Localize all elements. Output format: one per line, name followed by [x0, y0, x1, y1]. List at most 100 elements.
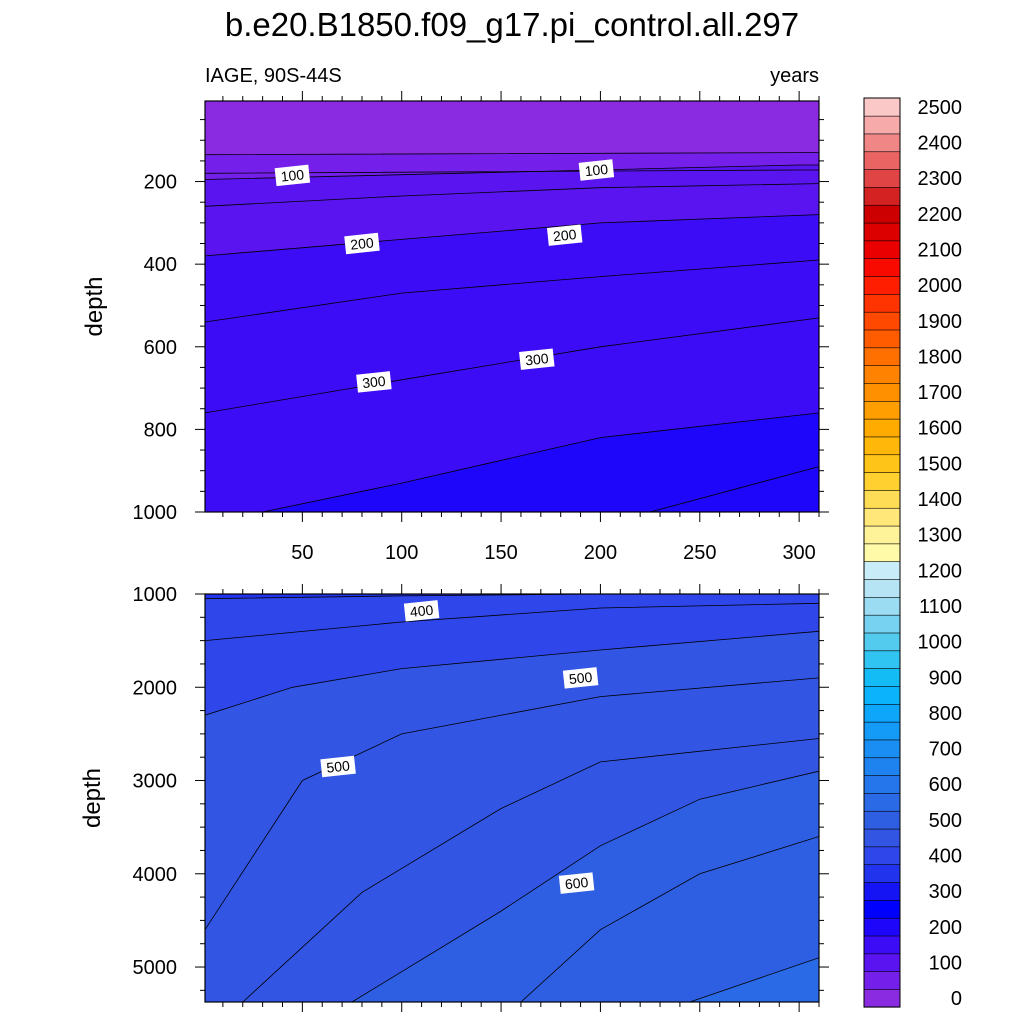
colorbar-segment	[863, 650, 901, 669]
colorbar-segment	[863, 543, 901, 563]
colorbar-label: 300	[929, 881, 962, 903]
contour-line	[205, 164, 819, 180]
colorbar-segment	[863, 293, 901, 313]
colorbar-label: 1500	[918, 453, 963, 475]
contour-label: 400	[403, 600, 440, 622]
contour-label: 300	[519, 348, 555, 370]
colorbar-label: 2400	[918, 133, 963, 155]
colorbar-label: 1300	[918, 525, 963, 547]
colorbar-segment	[863, 846, 901, 866]
contour-line	[262, 412, 819, 512]
colorbar-label: 600	[929, 774, 962, 796]
colorbar-label: 1700	[918, 382, 963, 404]
colorbar-segment	[863, 418, 901, 438]
colorbar-segment	[863, 258, 901, 277]
colorbar-frame	[863, 97, 901, 1008]
contour-line	[689, 957, 819, 1002]
contour-area: 100 100 200 200 300 300	[205, 101, 819, 512]
contour-line	[205, 183, 819, 207]
y-tick-label: 5000	[133, 957, 178, 979]
contour-label-text: 300	[524, 350, 549, 368]
x-tick-label: 100	[385, 542, 418, 564]
colorbar-segment	[863, 864, 901, 883]
contour-label: 200	[546, 224, 583, 246]
x-tick-label: 50	[291, 542, 313, 564]
colorbar-segment	[863, 97, 901, 117]
colorbar-segment	[863, 275, 901, 295]
panel-lower: 400 500 500 600 1000 2000 3000 4000 5000 depth	[79, 584, 829, 1012]
contour-label: 100	[274, 164, 311, 187]
contour-label-text: 100	[280, 166, 305, 184]
contour-label: 600	[558, 872, 595, 894]
colorbar-segment	[863, 329, 901, 349]
colorbar: 0 100 200 300 400 500 600 700 800 900 1000 1100 1200…	[863, 97, 963, 1010]
y-tick-label: 1000	[133, 502, 178, 524]
contour-label: 500	[320, 755, 356, 778]
colorbar-segment	[863, 436, 901, 456]
chart-title: b.e20.B1850.f09_g17.pi_control.all.297	[225, 6, 799, 43]
colorbar-label: 1000	[918, 632, 963, 654]
contour-line	[205, 594, 819, 600]
colorbar-label: 1800	[918, 346, 963, 368]
contour-line	[205, 677, 819, 930]
colorbar-label: 700	[929, 739, 962, 761]
colorbar-segment	[863, 953, 901, 972]
colorbar-segment	[863, 578, 901, 598]
y-tick-label: 800	[144, 419, 177, 441]
contour-line	[649, 466, 819, 512]
colorbar-segment	[863, 774, 901, 794]
contour-label-text: 400	[409, 602, 434, 620]
contour-line	[205, 602, 819, 641]
colorbar-segment	[863, 792, 901, 812]
panel-frame	[204, 100, 820, 513]
contour-line	[205, 169, 819, 174]
contour-line	[351, 770, 819, 1002]
colorbar-label: 500	[929, 810, 962, 832]
variable-region-label: IAGE, 90S-44S	[205, 65, 342, 87]
colorbar-segment	[863, 971, 901, 990]
contour-label: 300	[356, 371, 392, 393]
colorbar-segment	[863, 668, 901, 687]
colorbar-label: 1600	[918, 418, 963, 440]
contour-label-text: 600	[564, 874, 589, 892]
contour-label: 200	[344, 232, 380, 255]
y-tick-label: 200	[144, 172, 177, 194]
colorbar-segment	[863, 186, 901, 206]
colorbar-label: 1400	[918, 489, 963, 511]
x-tick-label: 250	[683, 542, 716, 564]
colorbar-segment	[863, 400, 901, 420]
colorbar-segment	[863, 365, 901, 384]
colorbar-segment	[863, 525, 901, 545]
contour-label-text: 500	[326, 757, 351, 775]
colorbar-segment	[863, 168, 901, 188]
contour-label: 100	[578, 159, 615, 181]
colorbar-segment	[863, 382, 901, 402]
x-tick-label: 150	[484, 542, 517, 564]
colorbar-label: 200	[929, 917, 962, 939]
y-tick-label: 4000	[133, 864, 178, 886]
contour-line	[205, 214, 819, 257]
contour-line	[205, 152, 819, 156]
colorbar-segment	[863, 917, 901, 937]
y-tick-label: 3000	[133, 771, 178, 793]
colorbar-label: 2100	[918, 240, 963, 262]
colorbar-segment	[863, 204, 901, 224]
colorbar-label: 1100	[919, 596, 962, 618]
colorbar-label: 400	[929, 846, 962, 868]
y-tick-label: 1000	[133, 584, 178, 606]
panel-upper: 100 100 200 200 300 300 50 100 150 200 250 300 200 40…	[81, 91, 829, 564]
colorbar-label: 900	[929, 667, 962, 689]
colorbar-segment	[863, 133, 901, 153]
colorbar-label: 2300	[918, 168, 963, 190]
contour-line	[205, 630, 819, 716]
colorbar-segment	[863, 703, 901, 723]
colorbar-segment	[863, 561, 901, 580]
colorbar-segment	[863, 471, 901, 491]
contour-label: 500	[562, 667, 599, 689]
colorbar-label: 1200	[918, 560, 963, 582]
colorbar-label: 2000	[918, 275, 963, 297]
colorbar-label: 100	[929, 952, 962, 974]
colorbar-segment	[863, 614, 901, 634]
y-axis-title: depth	[79, 768, 106, 828]
